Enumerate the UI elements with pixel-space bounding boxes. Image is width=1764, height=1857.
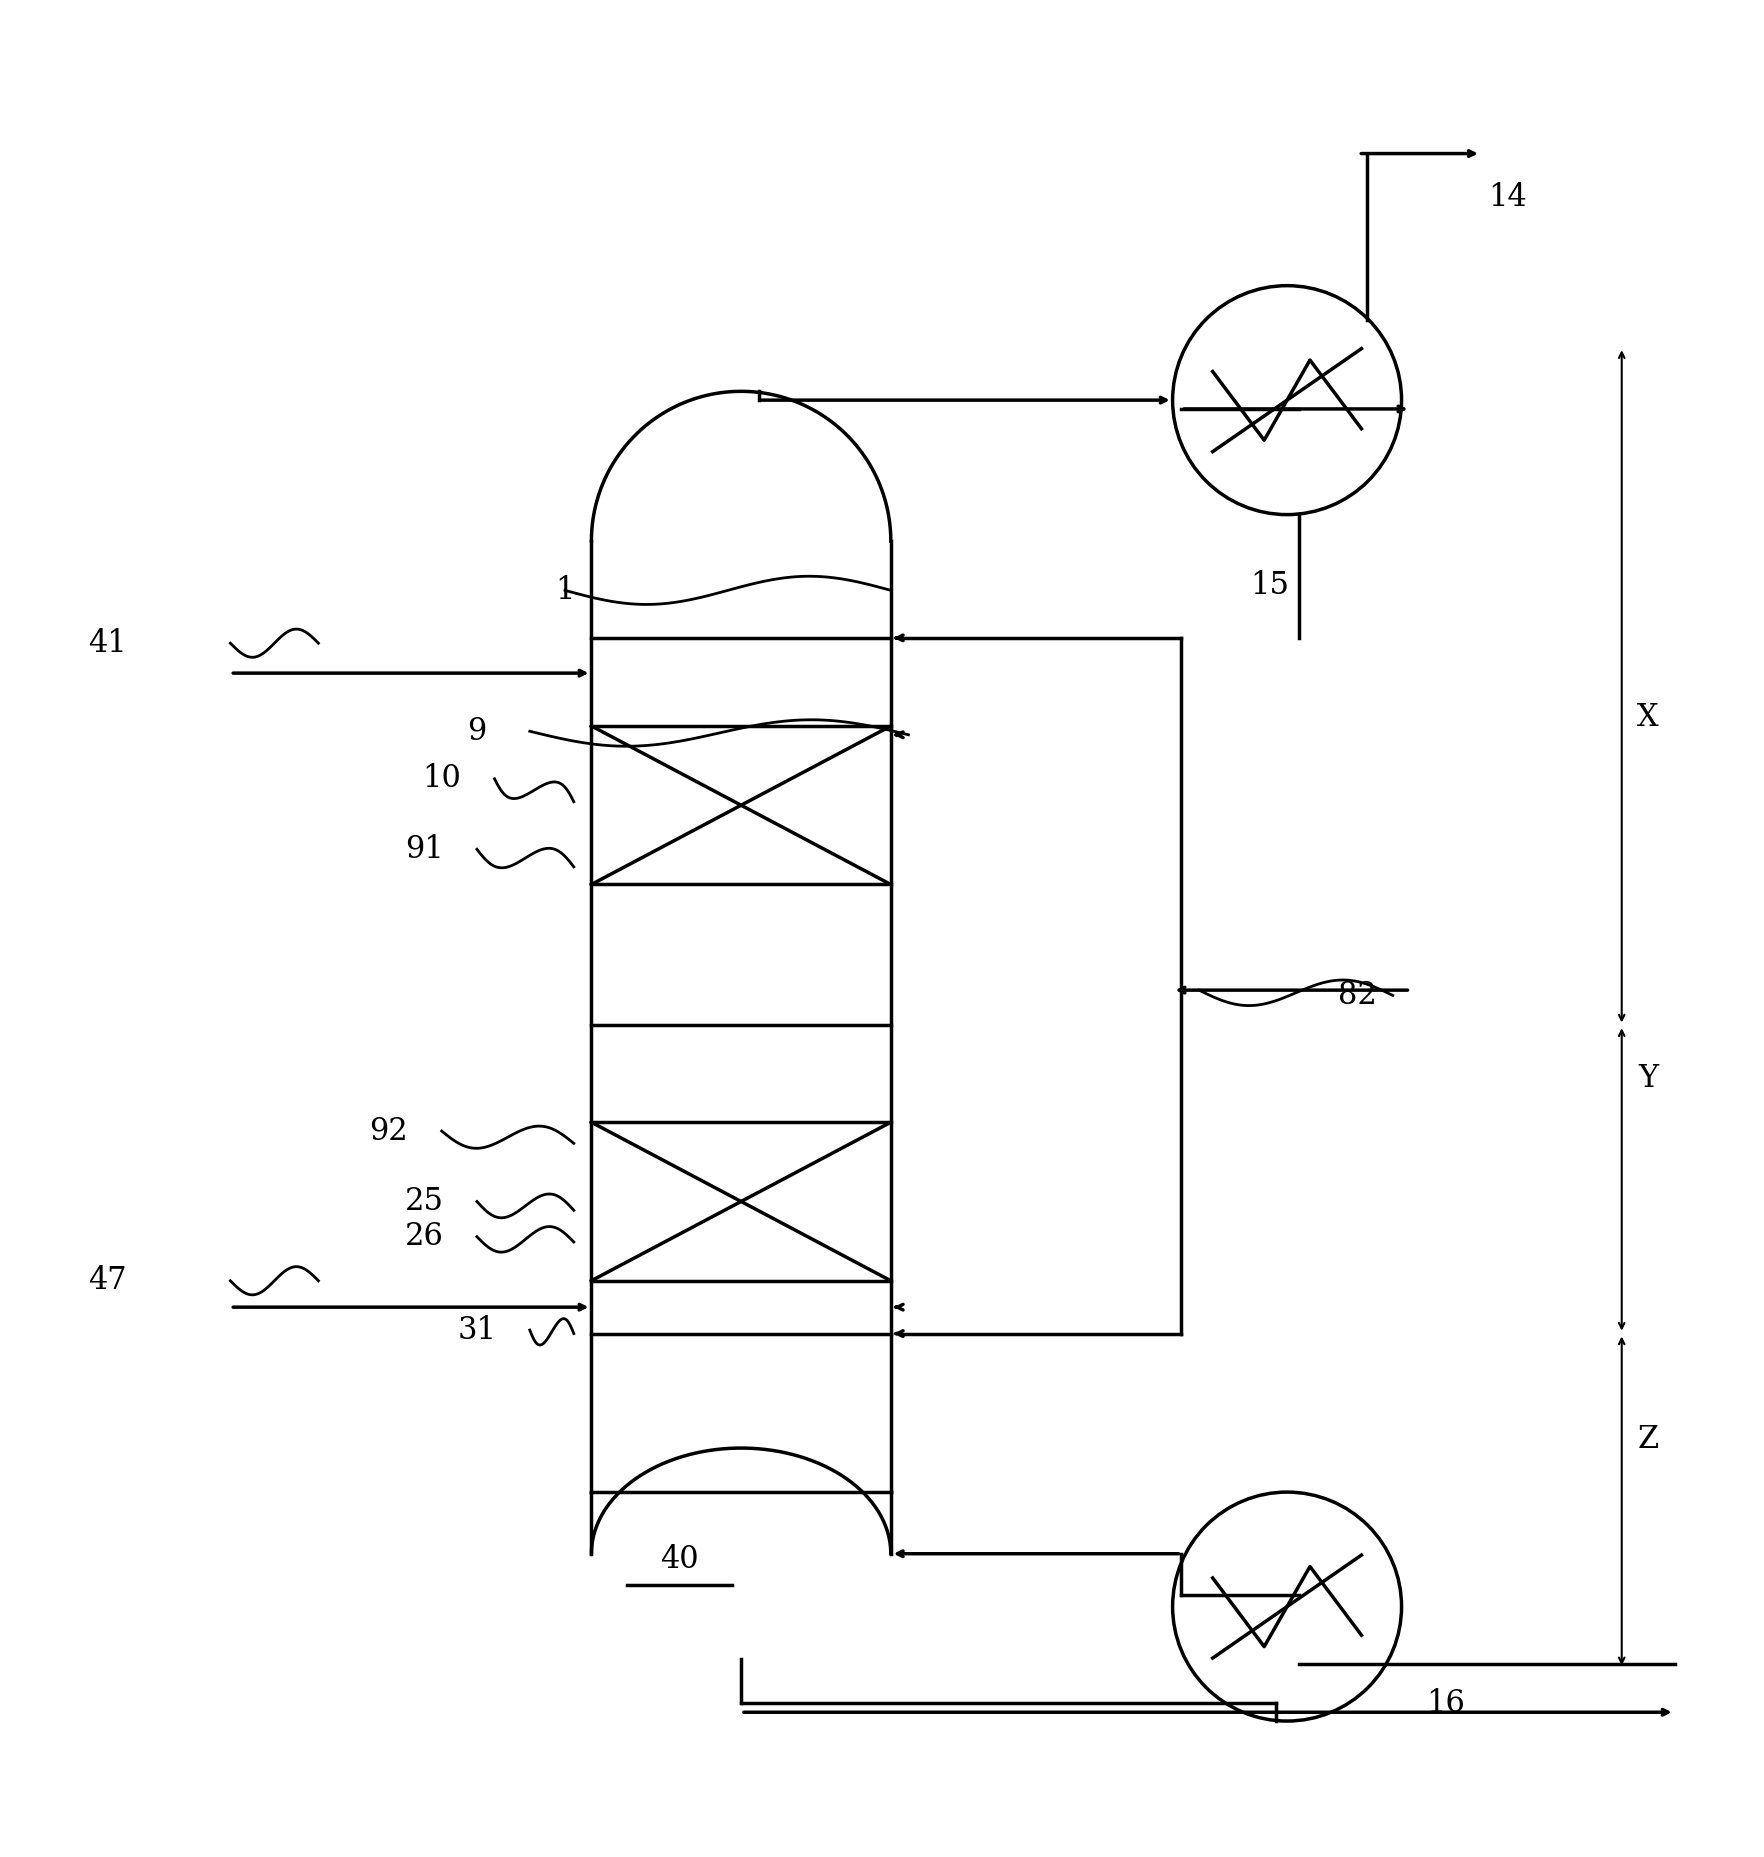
Text: 25: 25 xyxy=(404,1187,443,1216)
Text: 92: 92 xyxy=(369,1116,407,1146)
Text: Z: Z xyxy=(1637,1424,1658,1454)
Text: 14: 14 xyxy=(1487,182,1526,214)
Text: 41: 41 xyxy=(88,628,127,659)
Text: 1: 1 xyxy=(556,576,575,605)
Text: 31: 31 xyxy=(457,1315,496,1346)
Text: 26: 26 xyxy=(404,1222,443,1252)
Text: Y: Y xyxy=(1639,1062,1658,1094)
Text: 82: 82 xyxy=(1339,980,1378,1010)
Text: 16: 16 xyxy=(1425,1688,1466,1720)
Text: 9: 9 xyxy=(467,715,487,747)
Text: X: X xyxy=(1637,702,1658,734)
Text: 40: 40 xyxy=(660,1543,699,1575)
Text: 91: 91 xyxy=(404,834,443,865)
Text: 10: 10 xyxy=(422,763,460,795)
Text: 15: 15 xyxy=(1251,570,1289,600)
Text: 47: 47 xyxy=(88,1265,127,1296)
